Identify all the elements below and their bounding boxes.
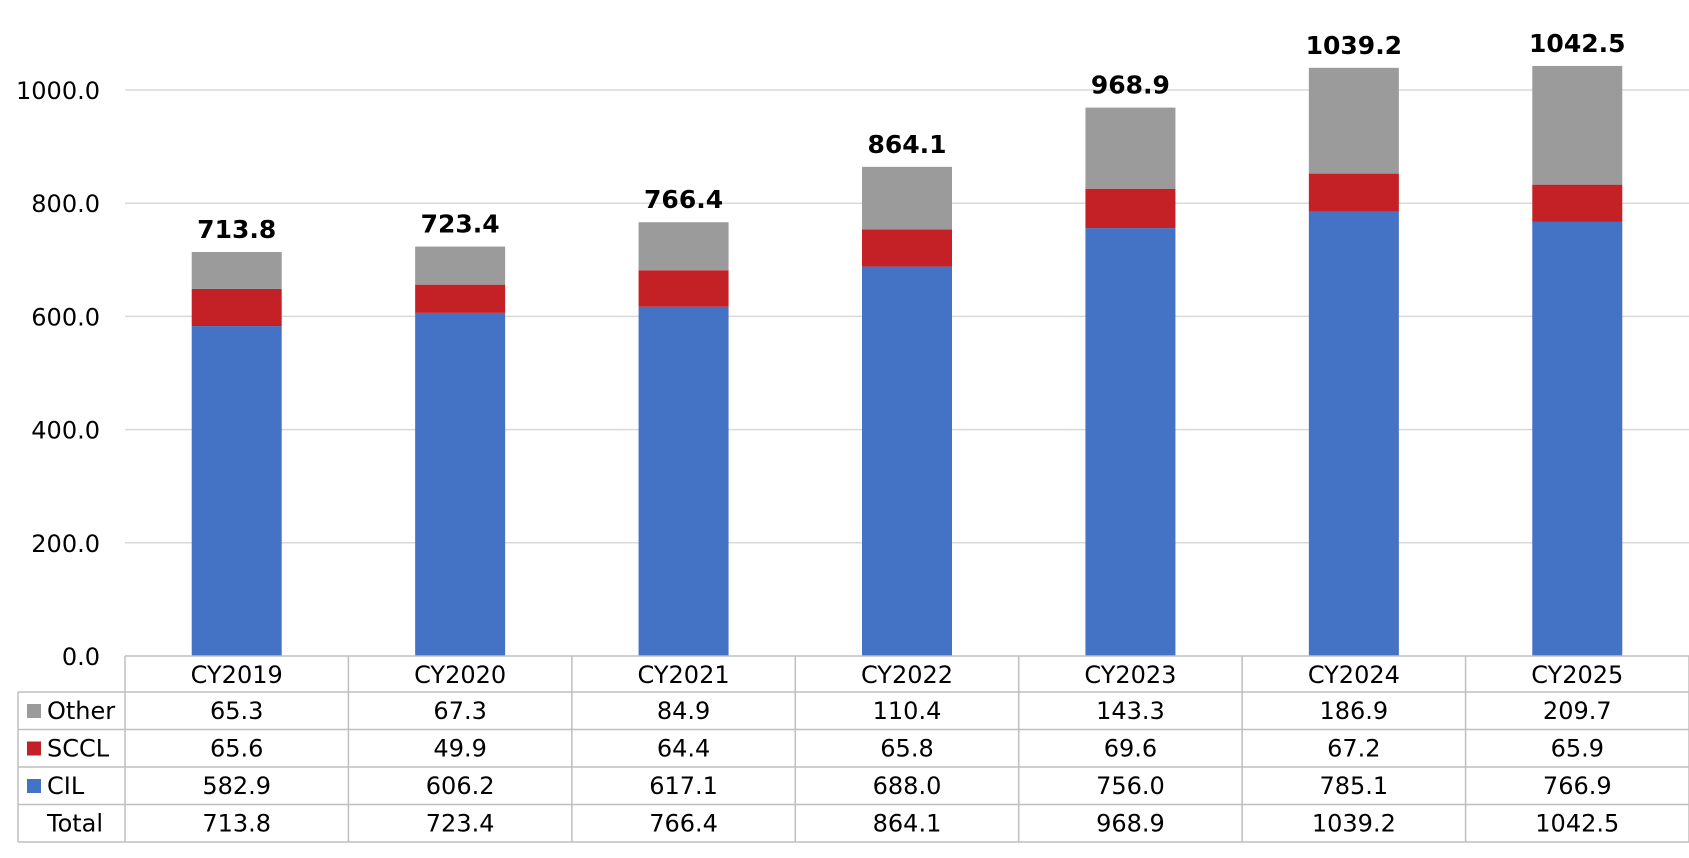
legend-swatch-sccl xyxy=(27,741,41,756)
y-tick-label: 0.0 xyxy=(62,643,100,671)
table-cell-value: 209.7 xyxy=(1543,697,1612,725)
table-cell-value: 110.4 xyxy=(873,697,942,725)
x-category-label: CY2021 xyxy=(638,661,730,689)
table-cell-value: 67.2 xyxy=(1327,735,1380,763)
table-cell-value: 713.8 xyxy=(202,810,271,838)
table-cell-value: 606.2 xyxy=(426,772,495,800)
table-cell-value: 65.6 xyxy=(210,735,263,763)
total-data-label: 766.4 xyxy=(644,185,723,214)
bar-segment-sccl xyxy=(191,288,282,327)
bar-segment-other xyxy=(862,166,952,230)
total-data-label: 1042.5 xyxy=(1529,29,1625,58)
bar-segment-other xyxy=(191,251,282,289)
legend-swatch-cil xyxy=(27,779,41,793)
bar-segment-other xyxy=(1532,65,1623,185)
y-tick-label: 600.0 xyxy=(31,303,100,331)
table-cell-value: 617.1 xyxy=(649,772,718,800)
bar-segment-cil xyxy=(862,266,952,656)
total-data-label: 864.1 xyxy=(867,130,946,159)
legend-swatch-other xyxy=(27,704,41,718)
table-cell-value: 1039.2 xyxy=(1312,810,1396,838)
table-cell-value: 1042.5 xyxy=(1535,810,1619,838)
y-tick-label: 1000.0 xyxy=(16,77,100,105)
bar-segment-cil xyxy=(415,312,506,656)
total-data-label: 723.4 xyxy=(421,210,500,239)
table-cell-value: 67.3 xyxy=(433,697,486,725)
table-cell-value: 582.9 xyxy=(202,772,271,800)
bar-segment-other xyxy=(1085,107,1176,189)
bar-segment-sccl xyxy=(638,270,729,307)
table-cell-value: 143.3 xyxy=(1096,697,1165,725)
table-cell-value: 65.8 xyxy=(880,735,933,763)
legend-label-sccl: SCCL xyxy=(47,735,110,763)
table-cell-value: 65.3 xyxy=(210,697,263,725)
table-cell-value: 756.0 xyxy=(1096,772,1165,800)
table-cell-value: 84.9 xyxy=(657,697,710,725)
table-cell-value: 968.9 xyxy=(1096,810,1165,838)
bar-segment-cil xyxy=(638,306,729,656)
x-category-label: CY2025 xyxy=(1531,661,1623,689)
x-category-label: CY2022 xyxy=(861,661,953,689)
bar-segment-sccl xyxy=(1308,173,1399,212)
table-cell-value: 69.6 xyxy=(1104,735,1157,763)
bar-segment-other xyxy=(415,246,506,285)
table-cell-value: 785.1 xyxy=(1319,772,1388,800)
y-tick-label: 400.0 xyxy=(31,417,100,445)
table-cell-value: 49.9 xyxy=(433,735,486,763)
table-cell-value: 766.9 xyxy=(1543,772,1612,800)
legend-label-other: Other xyxy=(47,697,115,725)
bar-segment-sccl xyxy=(1532,184,1623,222)
bar-segment-other xyxy=(638,222,729,271)
bar-segment-sccl xyxy=(1085,188,1176,229)
x-category-label: CY2020 xyxy=(414,661,506,689)
total-data-label: 713.8 xyxy=(197,215,276,244)
legend-label-cil: CIL xyxy=(47,772,85,800)
bar-segment-cil xyxy=(1308,211,1399,656)
y-tick-label: 200.0 xyxy=(31,530,100,558)
table-cell-value: 688.0 xyxy=(873,772,942,800)
y-tick-label: 800.0 xyxy=(31,190,100,218)
table-cell-value: 766.4 xyxy=(649,810,718,838)
bar-segment-sccl xyxy=(415,284,506,313)
bar-segment-cil xyxy=(1532,221,1623,656)
table-cell-value: 65.9 xyxy=(1551,735,1604,763)
table-row-label-total: Total xyxy=(46,810,103,838)
table-cell-value: 64.4 xyxy=(657,735,710,763)
total-data-label: 1039.2 xyxy=(1306,31,1402,60)
table-cell-value: 723.4 xyxy=(426,810,495,838)
bar-segment-cil xyxy=(191,326,282,656)
bar-segment-cil xyxy=(1085,228,1176,656)
x-category-label: CY2024 xyxy=(1308,661,1400,689)
x-category-label: CY2019 xyxy=(191,661,283,689)
table-cell-value: 186.9 xyxy=(1319,697,1388,725)
x-category-label: CY2023 xyxy=(1084,661,1176,689)
total-data-label: 968.9 xyxy=(1091,71,1170,100)
table-cell-value: 864.1 xyxy=(873,810,942,838)
bar-segment-sccl xyxy=(862,229,952,267)
bar-segment-other xyxy=(1308,67,1399,174)
